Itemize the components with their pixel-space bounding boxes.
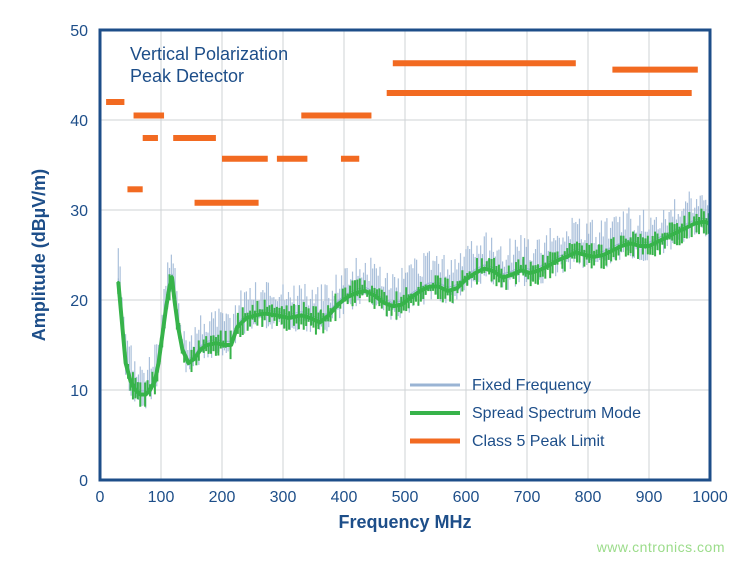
legend-label: Spread Spectrum Mode: [472, 405, 641, 422]
y-tick-label: 10: [70, 383, 88, 400]
y-axis-label: Amplitude (dBµV/m): [29, 169, 49, 341]
x-tick-label: 200: [209, 489, 236, 506]
x-tick-label: 500: [392, 489, 419, 506]
x-tick-label: 600: [453, 489, 480, 506]
legend-label: Fixed Frequency: [472, 377, 591, 394]
y-tick-label: 0: [79, 473, 88, 490]
y-tick-label: 20: [70, 293, 88, 310]
x-tick-label: 300: [270, 489, 297, 506]
y-tick-label: 40: [70, 113, 88, 130]
x-tick-label: 400: [331, 489, 358, 506]
x-tick-label: 100: [148, 489, 175, 506]
annotation-line2: Peak Detector: [130, 66, 244, 86]
x-tick-label: 800: [575, 489, 602, 506]
y-tick-label: 30: [70, 203, 88, 220]
y-tick-label: 50: [70, 23, 88, 40]
x-tick-label: 700: [514, 489, 541, 506]
legend-label: Class 5 Peak Limit: [472, 433, 605, 450]
x-tick-label: 0: [96, 489, 105, 506]
watermark-text: www.cntronics.com: [597, 539, 725, 555]
x-tick-label: 900: [636, 489, 663, 506]
x-tick-label: 1000: [692, 489, 728, 506]
x-axis-label: Frequency MHz: [338, 512, 471, 532]
annotation-line1: Vertical Polarization: [130, 44, 288, 64]
emissions-chart: 0 100 200 300 400 500 600 700 800 900 1000 0 10 20 30 4…: [0, 0, 755, 561]
